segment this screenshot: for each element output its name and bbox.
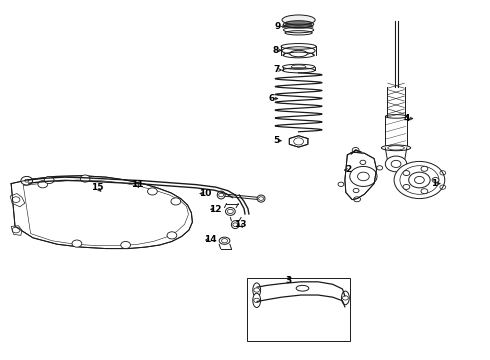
Polygon shape bbox=[11, 176, 193, 249]
Text: 10: 10 bbox=[199, 189, 211, 198]
Text: 9: 9 bbox=[275, 22, 281, 31]
Circle shape bbox=[403, 184, 410, 189]
Bar bbox=[247, 278, 350, 341]
Ellipse shape bbox=[253, 293, 261, 307]
Polygon shape bbox=[289, 136, 308, 147]
Circle shape bbox=[80, 175, 90, 182]
Circle shape bbox=[21, 176, 32, 185]
Polygon shape bbox=[351, 150, 362, 154]
Polygon shape bbox=[10, 194, 25, 207]
Text: 1: 1 bbox=[431, 179, 437, 188]
Text: 12: 12 bbox=[210, 205, 222, 214]
Polygon shape bbox=[11, 226, 22, 235]
Text: 3: 3 bbox=[286, 275, 292, 284]
Ellipse shape bbox=[231, 221, 239, 229]
Ellipse shape bbox=[381, 145, 411, 151]
Circle shape bbox=[121, 242, 130, 249]
Text: 8: 8 bbox=[272, 46, 278, 55]
Circle shape bbox=[38, 181, 48, 188]
Ellipse shape bbox=[219, 237, 230, 244]
Ellipse shape bbox=[290, 50, 307, 57]
Ellipse shape bbox=[257, 195, 265, 202]
Polygon shape bbox=[345, 152, 376, 200]
Circle shape bbox=[432, 177, 439, 183]
Text: 2: 2 bbox=[345, 166, 351, 175]
Circle shape bbox=[421, 189, 428, 194]
Ellipse shape bbox=[282, 15, 315, 25]
Ellipse shape bbox=[253, 283, 261, 297]
Circle shape bbox=[171, 198, 181, 205]
Text: 4: 4 bbox=[404, 114, 410, 123]
Text: 11: 11 bbox=[131, 180, 143, 189]
Circle shape bbox=[385, 156, 407, 172]
Ellipse shape bbox=[342, 291, 349, 305]
Circle shape bbox=[167, 232, 177, 239]
Text: 7: 7 bbox=[273, 66, 280, 75]
Ellipse shape bbox=[296, 285, 309, 291]
Circle shape bbox=[147, 188, 157, 195]
Circle shape bbox=[394, 161, 445, 199]
Text: 5: 5 bbox=[273, 136, 279, 145]
Text: 14: 14 bbox=[204, 235, 216, 244]
Circle shape bbox=[72, 240, 82, 247]
Circle shape bbox=[421, 166, 428, 171]
Text: 13: 13 bbox=[234, 220, 246, 229]
Ellipse shape bbox=[217, 191, 225, 199]
Circle shape bbox=[44, 176, 54, 184]
Ellipse shape bbox=[225, 207, 235, 215]
Text: 15: 15 bbox=[91, 183, 103, 192]
Text: 6: 6 bbox=[269, 94, 275, 103]
Circle shape bbox=[403, 171, 410, 176]
